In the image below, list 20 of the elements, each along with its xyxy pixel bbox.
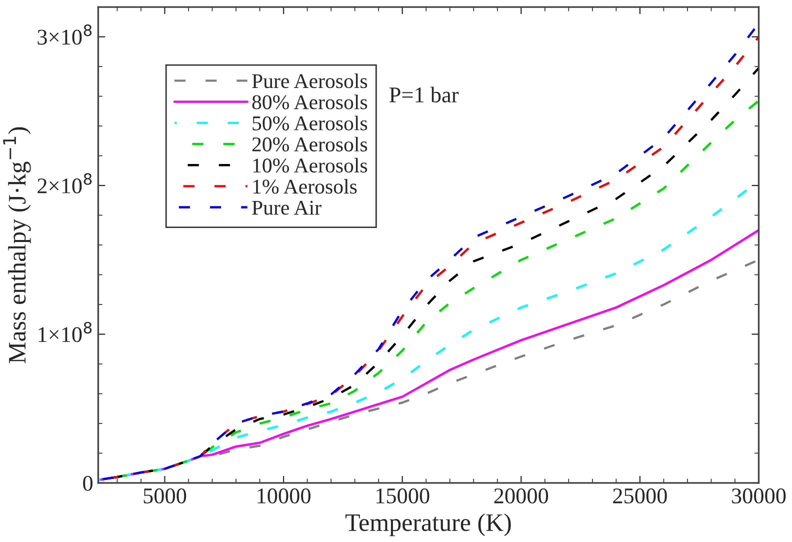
x-tick-label: 25000 bbox=[613, 488, 667, 504]
legend-label: 80% Aerosols bbox=[252, 94, 368, 110]
x-tick-label: 20000 bbox=[494, 488, 548, 504]
y-tick-label: 1×10$^{8}$ bbox=[38, 322, 92, 342]
y-tick-label: 2×10$^{8}$ bbox=[38, 173, 92, 194]
x-tick-label: 30000 bbox=[732, 488, 786, 504]
legend-label: Pure Aerosols bbox=[252, 74, 368, 88]
y-tick-label: 3×10$^{8}$ bbox=[38, 24, 92, 45]
x-tick-label: 5000 bbox=[144, 488, 186, 504]
x-tick-label: 10000 bbox=[258, 488, 310, 504]
y-axis-title: Mass enthalpy (J·kg$^{−1}$) bbox=[3, 127, 31, 364]
y-tick-label: 0 bbox=[83, 476, 92, 491]
legend-label: 20% Aerosols bbox=[252, 136, 368, 152]
legend-label: 10% Aerosols bbox=[253, 158, 368, 173]
legend-label: 1% Aerosols bbox=[253, 179, 357, 194]
legend-label: Pure Air bbox=[252, 200, 322, 215]
legend-label: 50% Aerosols bbox=[252, 116, 368, 130]
annotation: P=1 bar bbox=[389, 86, 459, 102]
x-tick-label: 15000 bbox=[376, 488, 430, 504]
x-axis-title: Temperature (K) bbox=[345, 513, 511, 536]
